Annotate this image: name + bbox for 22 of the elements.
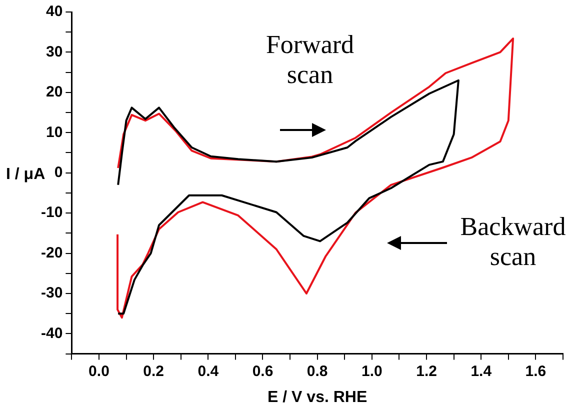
x-tick-label: 0.6 — [252, 362, 274, 380]
x-tick-label: 0.4 — [198, 362, 220, 380]
x-tick-label: 0.2 — [143, 362, 164, 380]
x-tick-label: 0.8 — [306, 362, 328, 380]
x-tick-label: 0.0 — [88, 362, 110, 380]
x-tick-label: 1.4 — [470, 362, 492, 380]
annotation: Backward scan — [459, 212, 567, 272]
x-tick-label: 1.0 — [362, 362, 382, 380]
y-tick-label: -20 — [40, 244, 63, 262]
y-axis-title: I / μA — [6, 166, 46, 184]
y-tick-label: 0 — [54, 164, 63, 181]
x-axis-title: E / V vs. RHE — [268, 388, 368, 406]
y-tick-label: -40 — [40, 324, 63, 342]
y-tick-label: -30 — [40, 284, 63, 302]
x-tick-label: 1.2 — [416, 362, 437, 380]
y-tick-label: 20 — [46, 84, 63, 101]
y-tick-label: 40 — [46, 3, 63, 20]
y-tick-label: -10 — [40, 204, 63, 222]
x-tick-label: 1.6 — [525, 362, 546, 380]
y-tick-label: 30 — [46, 43, 63, 60]
y-tick-label: 10 — [46, 124, 63, 141]
annotation: Forward scan — [264, 30, 356, 90]
